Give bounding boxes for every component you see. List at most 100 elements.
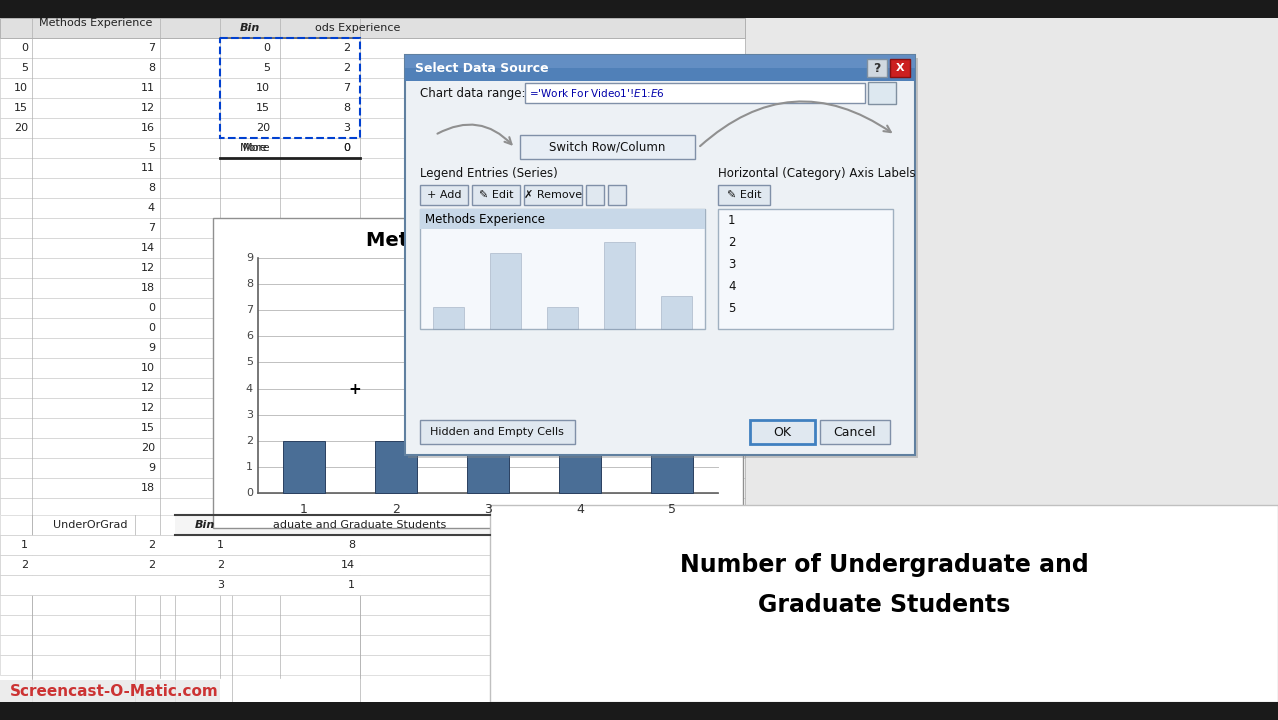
Text: ✎ Edit: ✎ Edit [479,190,514,200]
Text: Methods Experience: Methods Experience [426,212,544,225]
Text: 2: 2 [217,560,224,570]
Text: 12: 12 [141,403,155,413]
Text: Cancel: Cancel [833,426,877,438]
Bar [220,38,360,138]
Text: ?: ? [873,61,881,74]
Text: 2: 2 [343,63,350,73]
Text: Select Data Source: Select Data Source [415,61,548,74]
Text: 10: 10 [141,363,155,373]
Bar [661,297,693,329]
Text: 7: 7 [245,305,253,315]
Bar [420,209,705,229]
Bar [433,307,464,329]
Bar [889,59,910,77]
Text: Switch Row/Column: Switch Row/Column [548,140,665,153]
Bar [0,702,1278,720]
Text: Graduate Students: Graduate Students [758,593,1010,617]
Text: Chart data range:: Chart data range: [420,86,525,99]
Bar [0,118,745,138]
Bar [0,478,745,498]
Bar [0,575,489,595]
Bar [0,418,745,438]
Bar [0,438,745,458]
Text: 5: 5 [668,503,676,516]
Text: 2: 2 [343,43,350,53]
Bar [284,441,325,493]
Text: 12: 12 [141,383,155,393]
Text: 8: 8 [348,540,355,550]
Text: 16: 16 [141,123,155,133]
Bar [0,635,489,655]
Text: 0: 0 [343,143,350,153]
Bar [489,505,1278,702]
Text: 1: 1 [348,580,355,590]
Bar [0,518,745,538]
Bar [0,338,745,358]
Text: 1: 1 [728,215,736,228]
Bar [420,185,468,205]
Text: 15: 15 [256,103,270,113]
Bar [866,59,887,77]
Text: 1: 1 [20,540,28,550]
Text: 8: 8 [343,103,350,113]
Text: 7: 7 [148,223,155,233]
Text: 8: 8 [245,279,253,289]
Bar [0,58,745,78]
Bar [0,638,745,658]
Text: 9: 9 [148,343,155,353]
Text: 0: 0 [20,43,28,53]
Text: ='Work For Video1'!$E$1:$E$6: ='Work For Video1'!$E$1:$E$6 [529,87,665,99]
Bar [405,55,915,68]
Text: 15: 15 [14,103,28,113]
Text: Number of Undergraduate and: Number of Undergraduate and [680,553,1089,577]
Text: 7: 7 [148,43,155,53]
Bar [0,655,489,675]
Text: ✎ Edit: ✎ Edit [727,190,762,200]
Text: 6: 6 [245,331,253,341]
Bar [0,658,745,678]
Text: 18: 18 [141,283,155,293]
FancyArrowPatch shape [437,125,511,144]
Bar [0,578,745,598]
Text: 1: 1 [245,462,253,472]
Bar [468,310,509,493]
Bar [0,598,745,618]
Bar [0,358,745,378]
Text: 1: 1 [217,540,224,550]
Bar [0,555,489,575]
Text: 4: 4 [245,384,253,394]
Text: X: X [896,63,905,73]
Bar [0,535,489,555]
Text: 10: 10 [14,83,28,93]
Text: 4: 4 [728,281,736,294]
Text: 5: 5 [245,357,253,367]
Bar [0,218,745,238]
Text: Legend Entries (Series): Legend Entries (Series) [420,167,557,180]
Text: 0: 0 [148,323,155,333]
Bar [718,209,893,329]
Bar [405,55,915,455]
Text: 3: 3 [484,503,492,516]
Bar [0,498,745,518]
Bar [0,558,745,578]
Bar [520,135,695,159]
Bar [405,55,915,81]
Text: OK: OK [773,426,791,438]
Text: ✗ Remove: ✗ Remove [524,190,581,200]
Bar [0,298,745,318]
Bar [868,82,896,104]
Text: Bin: Bin [194,520,215,530]
Text: 12: 12 [141,263,155,273]
Text: Methods Experience: Methods Experience [40,18,152,28]
Text: 20: 20 [14,123,28,133]
Text: 20: 20 [256,123,270,133]
Text: 3: 3 [217,580,224,590]
Text: More: More [240,143,267,153]
Bar [0,535,489,555]
Bar [0,138,745,158]
Text: 7: 7 [343,83,350,93]
Text: 4: 4 [576,503,584,516]
Text: 0: 0 [148,303,155,313]
Text: 20: 20 [141,443,155,453]
Bar [587,185,604,205]
